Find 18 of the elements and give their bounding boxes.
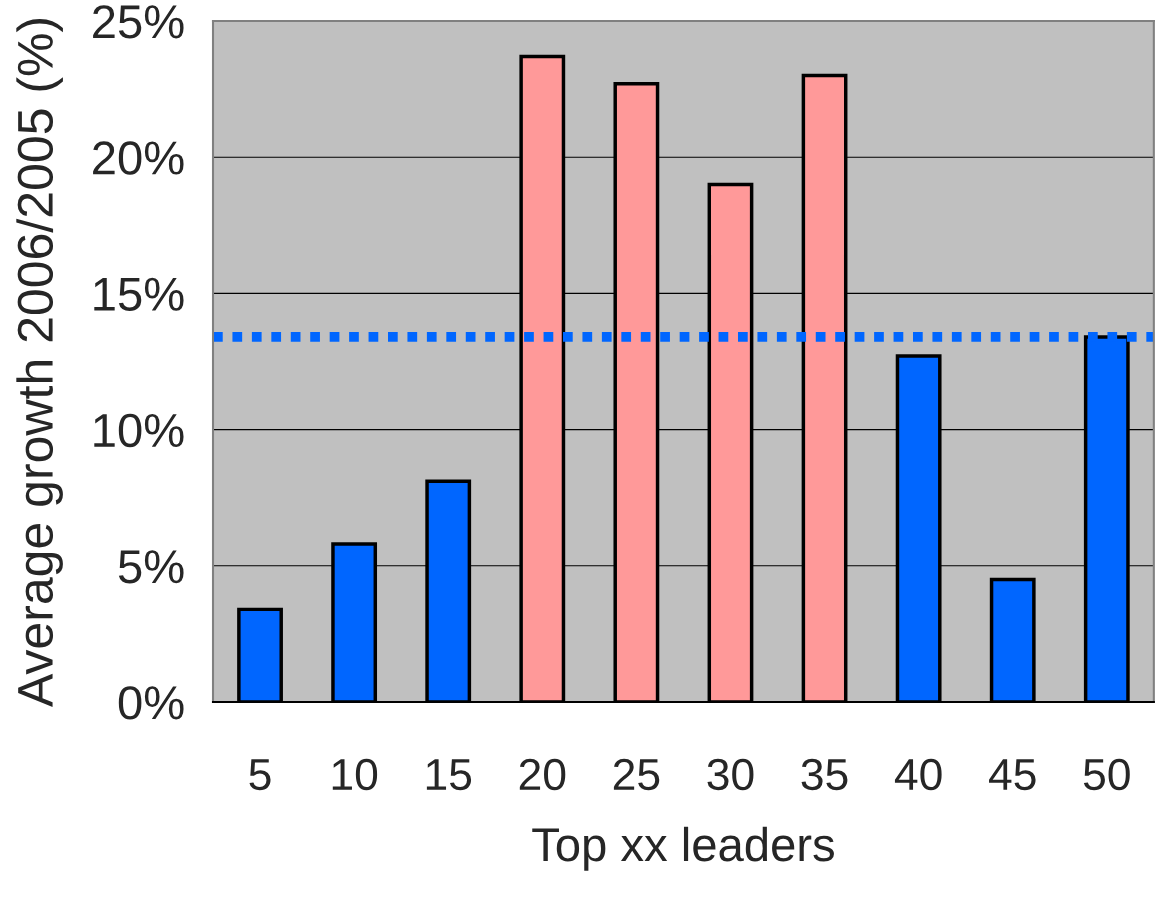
x-tick-label: 50 (1083, 758, 1130, 791)
y-tick-label: 10% (94, 413, 184, 448)
x-tick-label: 20 (519, 758, 566, 791)
y-tick-label: 20% (93, 141, 184, 175)
x-axis-title: Top xx leaders (532, 826, 834, 871)
y-tick-label: 15% (94, 277, 184, 311)
x-tick-label: 30 (707, 758, 754, 791)
x-tick-label: 25 (613, 758, 660, 791)
y-axis-title: Average growth 2006/2005 (%) (16, 18, 63, 707)
y-tick-label: 0% (118, 686, 184, 720)
y-tick-label: 5% (118, 550, 184, 584)
x-tick-label: 40 (894, 758, 942, 791)
x-tick-label: 35 (801, 758, 848, 791)
x-tick-label: 45 (989, 759, 1036, 791)
x-tick-label: 5 (249, 759, 271, 791)
x-tick-label: 10 (332, 758, 378, 791)
x-tick-label: 15 (426, 759, 472, 791)
y-tick-label: 25% (93, 5, 184, 39)
